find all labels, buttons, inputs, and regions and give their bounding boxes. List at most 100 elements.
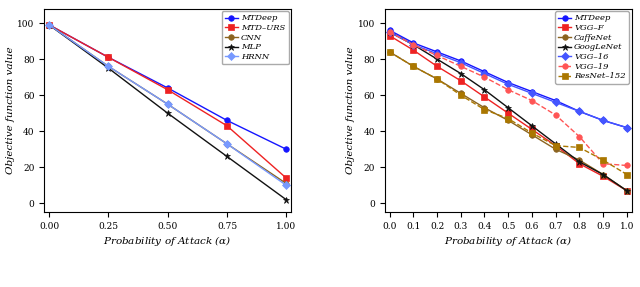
GoogLeNet: [433, 57, 441, 61]
HRNN: [104, 65, 112, 68]
MTDeep: [552, 99, 559, 102]
VGG–16: [457, 61, 465, 64]
Line: MTDeep: MTDeep: [387, 28, 630, 130]
MTDeep: [575, 110, 583, 113]
Y-axis label: Objective function value: Objective function value: [346, 47, 355, 174]
ResNet–152: [481, 108, 488, 111]
VGG–19: [552, 113, 559, 117]
CNN: [223, 142, 231, 146]
VGG–16: [552, 101, 559, 104]
VGG–16: [433, 52, 441, 55]
MTDeep: [223, 119, 231, 122]
CaffeNet: [457, 92, 465, 95]
GoogLeNet: [575, 160, 583, 164]
X-axis label: Probability of Attack ($\alpha$): Probability of Attack ($\alpha$): [444, 234, 572, 248]
VGG–16: [481, 72, 488, 75]
VGG–F: [504, 111, 512, 115]
GoogLeNet: [504, 106, 512, 110]
HRNN: [223, 142, 231, 146]
MTDeep: [504, 81, 512, 84]
ResNet–152: [575, 146, 583, 149]
VGG–16: [599, 119, 607, 122]
CNN: [45, 23, 53, 27]
VGG–19: [386, 30, 394, 34]
MTDeep: [164, 86, 172, 90]
MTDeep: [410, 41, 417, 44]
MLP: [223, 155, 231, 158]
Line: VGG–F: VGG–F: [387, 33, 630, 193]
MLP: [164, 111, 172, 115]
VGG–19: [599, 162, 607, 165]
CaffeNet: [433, 77, 441, 81]
ResNet–152: [599, 158, 607, 162]
MTDeep: [282, 148, 290, 151]
CaffeNet: [599, 173, 607, 176]
CaffeNet: [575, 158, 583, 162]
VGG–F: [623, 189, 630, 193]
Line: CaffeNet: CaffeNet: [387, 49, 630, 193]
CaffeNet: [481, 106, 488, 110]
ResNet–152: [528, 131, 536, 135]
HRNN: [45, 23, 53, 27]
GoogLeNet: [481, 88, 488, 92]
VGG–F: [386, 34, 394, 37]
MTDeep: [481, 70, 488, 73]
MTDeep: [528, 90, 536, 93]
VGG–F: [552, 144, 559, 148]
VGG–16: [410, 43, 417, 46]
CNN: [104, 65, 112, 68]
VGG–16: [504, 83, 512, 86]
MTDeep: [433, 50, 441, 54]
VGG–16: [528, 92, 536, 95]
Line: VGG–19: VGG–19: [387, 29, 630, 168]
Legend: MTDeep, VGG–F, CaffeNet, GoogLeNet, VGG–16, VGG–19, ResNet–152: MTDeep, VGG–F, CaffeNet, GoogLeNet, VGG–…: [555, 11, 629, 84]
ResNet–152: [623, 173, 630, 176]
VGG–19: [433, 54, 441, 57]
Line: ResNet–152: ResNet–152: [387, 49, 630, 177]
GoogLeNet: [599, 173, 607, 176]
ResNet–152: [504, 117, 512, 120]
HRNN: [164, 102, 172, 106]
Line: MTD–URS: MTD–URS: [46, 22, 289, 181]
Line: MTDeep: MTDeep: [46, 22, 289, 152]
MTD–URS: [104, 56, 112, 59]
ResNet–152: [386, 50, 394, 54]
VGG–19: [575, 135, 583, 138]
CNN: [282, 182, 290, 185]
MTDeep: [386, 28, 394, 32]
GoogLeNet: [457, 72, 465, 75]
VGG–F: [457, 79, 465, 82]
VGG–16: [623, 126, 630, 129]
CaffeNet: [552, 148, 559, 151]
VGG–F: [410, 49, 417, 52]
GoogLeNet: [386, 30, 394, 34]
MTD–URS: [45, 23, 53, 27]
ResNet–152: [433, 77, 441, 81]
VGG–F: [599, 174, 607, 178]
Line: MLP: MLP: [45, 21, 290, 203]
GoogLeNet: [528, 124, 536, 127]
VGG–F: [575, 162, 583, 165]
VGG–19: [623, 164, 630, 167]
HRNN: [282, 184, 290, 187]
ResNet–152: [410, 65, 417, 68]
MTDeep: [623, 126, 630, 129]
MTDeep: [104, 56, 112, 59]
GoogLeNet: [410, 43, 417, 46]
MTD–URS: [164, 88, 172, 92]
MLP: [282, 198, 290, 201]
CaffeNet: [410, 65, 417, 68]
VGG–19: [504, 88, 512, 92]
MTDeep: [457, 59, 465, 63]
Line: HRNN: HRNN: [46, 22, 289, 188]
CaffeNet: [386, 50, 394, 54]
VGG–F: [433, 65, 441, 68]
GoogLeNet: [623, 189, 630, 193]
VGG–F: [481, 95, 488, 99]
VGG–19: [481, 75, 488, 79]
Y-axis label: Objective function value: Objective function value: [6, 47, 15, 174]
MTD–URS: [223, 124, 231, 127]
ResNet–152: [457, 94, 465, 97]
MLP: [45, 23, 53, 27]
CaffeNet: [623, 189, 630, 193]
